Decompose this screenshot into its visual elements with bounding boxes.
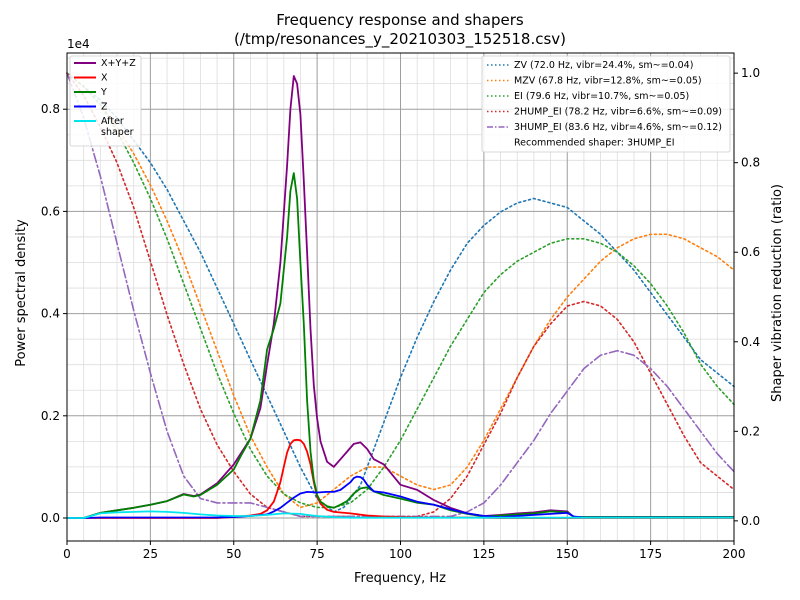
y-axis-label-left: Power spectral density xyxy=(14,219,29,367)
legend-psd-label: Y xyxy=(100,87,107,98)
y-right-tick-label: 1.0 xyxy=(741,66,760,80)
x-tick-label: 50 xyxy=(226,547,241,561)
y-axis-label-right: Shaper vibration reduction (ratio) xyxy=(770,184,785,402)
y-left-tick-label: 0.2 xyxy=(41,409,60,423)
y-left-tick-label: 0.0 xyxy=(41,511,60,525)
legend-psd-label: X+Y+Z xyxy=(101,58,136,69)
x-tick-label: 125 xyxy=(472,547,495,561)
legend-shaper-label: EI (79.6 Hz, vibr=10.7%, sm~=0.05) xyxy=(514,91,689,102)
y-right-tick-label: 0.2 xyxy=(741,424,760,438)
chart-title-line-2: (/tmp/resonances_y_20210303_152518.csv) xyxy=(234,30,566,49)
legend-shapers-box xyxy=(481,55,731,153)
y-right-tick-label: 0.8 xyxy=(741,156,760,170)
recommended-shaper-text: Recommended shaper: 3HUMP_EI xyxy=(514,138,675,149)
shaper-line-ei xyxy=(66,72,735,509)
y-right-tick-label: 0.4 xyxy=(741,335,760,349)
psd-line-after-shaper xyxy=(67,510,734,519)
legend-shaper-label: MZV (67.8 Hz, vibr=12.8%, sm~=0.05) xyxy=(514,76,702,87)
x-axis-label: Frequency, Hz xyxy=(354,571,446,586)
legend-psd-label: Z xyxy=(101,102,108,113)
legend-psd: X+Y+Z XYZ After shaper xyxy=(69,55,142,147)
x-tick-label: 100 xyxy=(389,547,412,561)
y-left-tick-label: 0.8 xyxy=(41,102,60,116)
psd-line-y xyxy=(67,172,734,519)
shaper-line-zv xyxy=(66,72,735,513)
x-tick-label: 75 xyxy=(309,547,324,561)
x-tick-label: 150 xyxy=(556,547,579,561)
axes: 0 25 50 75 100 125 150 175 200 0.0 0.2 0.4 0.6 0.8 0.0… xyxy=(41,52,760,561)
psd-lines xyxy=(67,75,734,519)
chart-title-line-1: Frequency response and shapers xyxy=(276,11,524,29)
legend-psd-label: After shaper xyxy=(101,116,134,138)
y-right-tick-label: 0.6 xyxy=(741,245,760,259)
legend-shapers: ZV (72.0 Hz, vibr=24.4%, sm~=0.04) MZV (6… xyxy=(481,55,731,153)
y-left-tick-label: 0.6 xyxy=(41,204,60,218)
shaper-line-mzv xyxy=(66,72,735,509)
y-axis-multiplier: 1e4 xyxy=(67,37,90,51)
psd-line-z xyxy=(67,475,734,519)
legend-shaper-label: ZV (72.0 Hz, vibr=24.4%, sm~=0.04) xyxy=(514,60,693,71)
x-tick-label: 0 xyxy=(63,547,71,561)
y-left-tick-label: 0.4 xyxy=(41,307,60,321)
legend-shaper-label: 2HUMP_EI (78.2 Hz, vibr=6.6%, sm~=0.09) xyxy=(514,107,722,118)
shaper-line-2hump-ei xyxy=(66,72,735,518)
legend-psd-label: X xyxy=(101,73,108,84)
x-tick-label: 200 xyxy=(723,547,746,561)
y-right-tick-label: 0.0 xyxy=(741,514,760,528)
x-tick-label: 25 xyxy=(143,547,158,561)
x-tick-label: 175 xyxy=(639,547,662,561)
legend-shaper-label: 3HUMP_EI (83.6 Hz, vibr=4.6%, sm~=0.12) xyxy=(514,122,722,133)
